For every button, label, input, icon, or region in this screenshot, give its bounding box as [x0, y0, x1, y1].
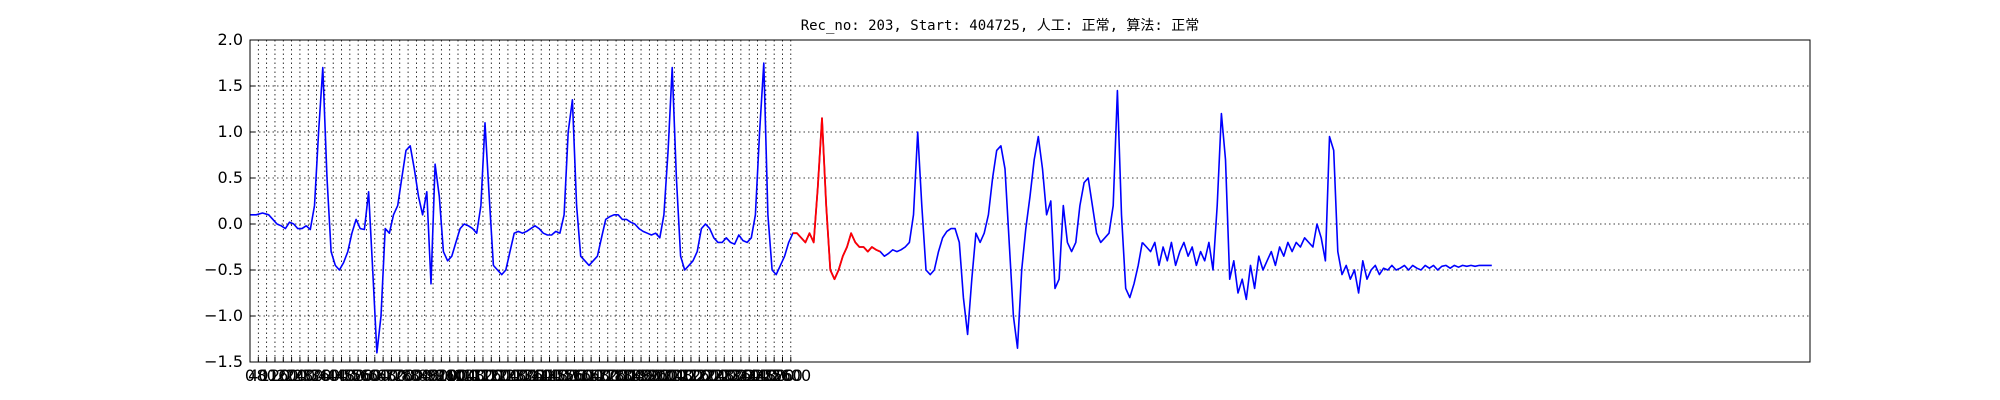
- x-tick-label: 1320: [504, 366, 545, 385]
- x-tick-label: 1480: [537, 366, 578, 385]
- x-tick-label: 920: [426, 366, 457, 385]
- x-tick-label: 880: [418, 366, 449, 385]
- x-tick-label: 1400: [521, 366, 562, 385]
- grid: [250, 40, 1810, 362]
- x-tick-label: 1800: [604, 366, 645, 385]
- x-tick-label: 1200: [479, 366, 520, 385]
- y-tick-label: −1.0: [204, 306, 243, 325]
- y-tick-label: 0.5: [218, 168, 243, 187]
- plot-series: [250, 62, 1492, 354]
- x-tick-label: 1000: [438, 366, 479, 385]
- x-tick-label: 2320: [712, 366, 753, 385]
- x-tick-label: 1760: [596, 366, 637, 385]
- x-tick-label: 600: [360, 366, 391, 385]
- x-tick-label: 440: [326, 366, 357, 385]
- y-tick-label: −1.5: [204, 352, 243, 371]
- x-tick-label: 560: [351, 366, 382, 385]
- x-tick-label: 1720: [587, 366, 628, 385]
- x-tick-label: 320: [301, 366, 332, 385]
- x-tick-label: 2360: [721, 366, 762, 385]
- x-tick-label: 1040: [446, 366, 487, 385]
- x-tick-label: 2400: [729, 366, 770, 385]
- x-tick-label: 680: [376, 366, 407, 385]
- x-tick-label: 1960: [637, 366, 678, 385]
- x-tick-label: 240: [285, 366, 316, 385]
- x-tick-label: 280: [293, 366, 324, 385]
- x-tick-label: 480: [335, 366, 366, 385]
- x-tick-label: 2440: [737, 366, 778, 385]
- chart-title: Rec_no: 203, Start: 404725, 人工: 正常, 算法: …: [801, 18, 1200, 34]
- x-tick-label: 1680: [579, 366, 620, 385]
- x-tick-label: 2080: [662, 366, 703, 385]
- x-tick-label: 800: [401, 366, 432, 385]
- y-tick-label: 1.5: [218, 76, 243, 95]
- x-tick-label: 840: [409, 366, 440, 385]
- y-tick-label: 1.0: [218, 122, 243, 141]
- x-tick-label: 2120: [671, 366, 712, 385]
- plot-frame: [249, 39, 1811, 363]
- x-tick-label: 120: [260, 366, 291, 385]
- x-tick-label: 200: [276, 366, 307, 385]
- ecg-series-line-2: [1141, 112, 1492, 301]
- x-tick-label: 2560: [762, 366, 803, 385]
- x-axis-ticks: 0408012016020024028032036040044048052056…: [245, 357, 811, 385]
- x-tick-label: 2520: [754, 366, 795, 385]
- x-tick-label: 400: [318, 366, 349, 385]
- x-tick-label: 80: [256, 366, 276, 385]
- x-tick-label: 360: [310, 366, 341, 385]
- x-tick-label: 1080: [454, 366, 495, 385]
- x-tick-label: 1120: [463, 366, 504, 385]
- x-tick-label: 640: [368, 366, 399, 385]
- x-tick-label: 1520: [546, 366, 587, 385]
- x-tick-label: 960: [434, 366, 465, 385]
- x-tick-label: 1880: [621, 366, 662, 385]
- ecg-series-line-1: [250, 62, 1144, 354]
- x-tick-label: 1600: [562, 366, 603, 385]
- x-tick-label: 1640: [571, 366, 612, 385]
- x-tick-label: 720: [384, 366, 415, 385]
- x-tick-label: 1360: [513, 366, 554, 385]
- y-axis-ticks: −1.5 −1.0 −0.5 0.0 0.5 1.0 1.5 2.0: [204, 30, 255, 371]
- x-tick-label: 0: [245, 366, 255, 385]
- highlighted-beat-line: [792, 117, 881, 281]
- x-tick-label: 1240: [488, 366, 529, 385]
- x-tick-label: 160: [268, 366, 299, 385]
- x-tick-label: 2040: [654, 366, 695, 385]
- x-tick-label: 1840: [612, 366, 653, 385]
- x-tick-label: 1560: [554, 366, 595, 385]
- y-tick-label: 2.0: [218, 30, 243, 49]
- x-tick-label: 40: [248, 366, 268, 385]
- y-tick-label: 0.0: [218, 214, 243, 233]
- x-tick-label: 520: [343, 366, 374, 385]
- x-tick-label: 2600: [770, 366, 811, 385]
- x-tick-label: 2000: [646, 366, 687, 385]
- x-tick-label: 1160: [471, 366, 512, 385]
- x-tick-label: 760: [393, 366, 424, 385]
- x-tick-label: 2240: [696, 366, 737, 385]
- x-tick-label: 2200: [687, 366, 728, 385]
- x-tick-label: 2480: [745, 366, 786, 385]
- x-tick-label: 1440: [529, 366, 570, 385]
- x-tick-label: 2280: [704, 366, 745, 385]
- x-tick-label: 1920: [629, 366, 670, 385]
- y-tick-label: −0.5: [204, 260, 243, 279]
- x-tick-label: 1280: [496, 366, 537, 385]
- x-tick-label: 2160: [679, 366, 720, 385]
